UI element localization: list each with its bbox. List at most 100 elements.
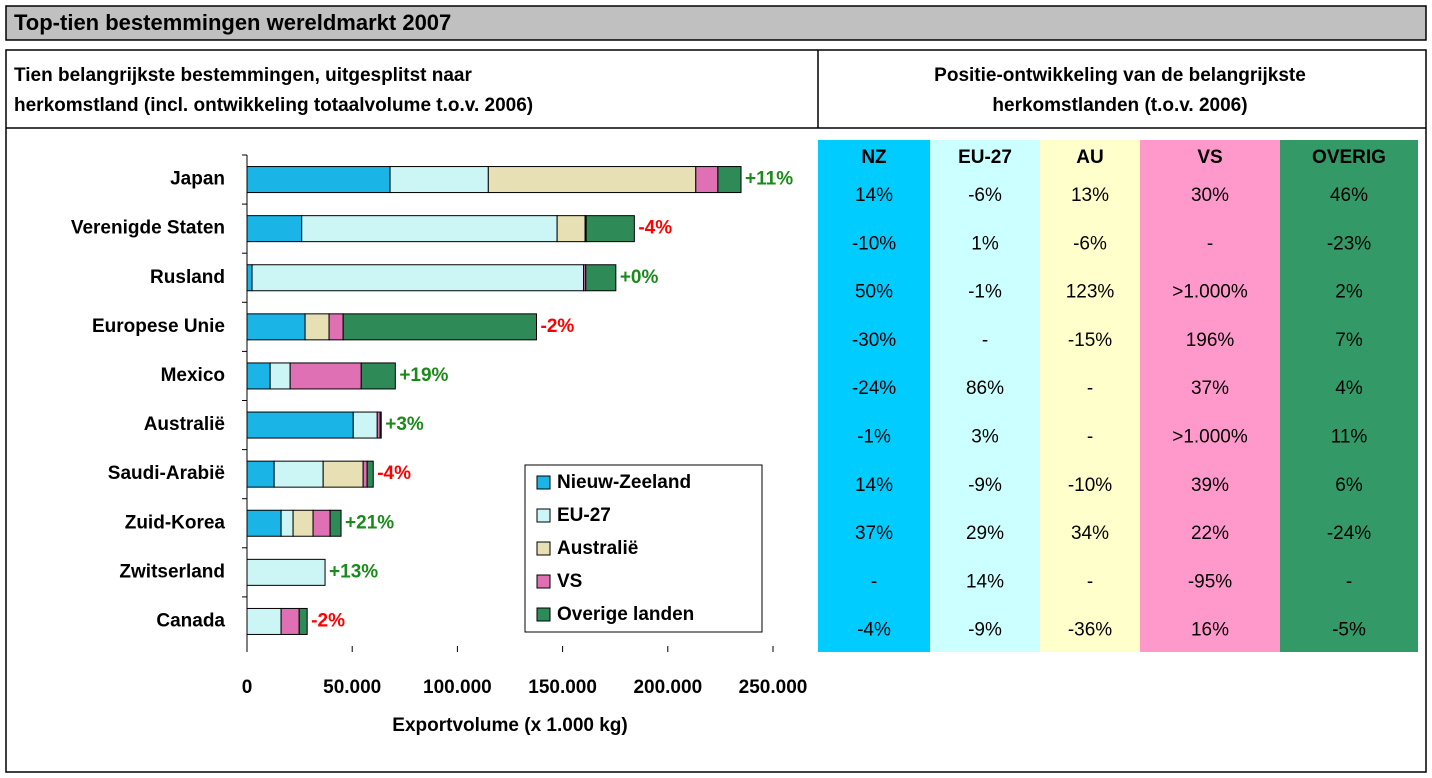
x-tick-label: 50.000 xyxy=(323,677,381,698)
right-heading: Positie-ontwikkeling van de belangrijkst… xyxy=(934,65,1306,86)
table-cell: -5% xyxy=(1332,620,1366,641)
table-cell: 37% xyxy=(855,523,893,544)
table-cell: - xyxy=(1087,427,1093,448)
table-cell: 14% xyxy=(855,185,893,206)
x-tick-label: 150.000 xyxy=(528,677,597,698)
table-cell: >1.000% xyxy=(1172,427,1248,448)
bar-segment xyxy=(280,607,300,635)
table-cell: - xyxy=(1087,571,1093,592)
main-panel xyxy=(5,49,1427,773)
bar-segment xyxy=(322,460,364,488)
legend-swatch xyxy=(536,475,551,490)
table-cell: 86% xyxy=(966,378,1004,399)
table-cell: 2% xyxy=(1335,282,1363,303)
table-cell: 14% xyxy=(966,571,1004,592)
table-cell: -15% xyxy=(1068,330,1112,351)
category-label: Zwitserland xyxy=(119,561,225,582)
table-cell: 22% xyxy=(1191,523,1229,544)
change-label: -2% xyxy=(541,316,575,337)
change-label: -4% xyxy=(377,463,411,484)
category-label: Australië xyxy=(144,414,225,435)
change-label: -2% xyxy=(311,610,345,631)
bar-segment xyxy=(298,607,308,635)
table-cell: 16% xyxy=(1191,620,1229,641)
change-label: +11% xyxy=(745,169,793,190)
table-column xyxy=(818,140,930,652)
table-cell: 50% xyxy=(855,282,893,303)
legend-box xyxy=(524,464,763,633)
bar-segment xyxy=(360,362,396,390)
table-cell: - xyxy=(1346,571,1352,592)
table-header: AU xyxy=(1076,147,1103,168)
table-cell: 1% xyxy=(971,233,999,254)
table-cell: -23% xyxy=(1327,233,1371,254)
bar-segment xyxy=(251,264,585,292)
x-tick-label: 0 xyxy=(242,677,253,698)
bar-segment xyxy=(695,166,719,194)
bar-segment xyxy=(487,166,697,194)
category-label: Saudi-Arabië xyxy=(108,463,225,484)
legend-label: VS xyxy=(557,571,582,592)
x-tick-label: 100.000 xyxy=(423,677,492,698)
table-column xyxy=(1280,140,1418,652)
table-cell: -36% xyxy=(1068,620,1112,641)
legend-swatch xyxy=(536,574,551,589)
left-heading: Tien belangrijkste bestemmingen, uitgesp… xyxy=(14,65,472,86)
legend-swatch xyxy=(536,541,551,556)
table-cell: 39% xyxy=(1191,475,1229,496)
table-cell: -1% xyxy=(968,282,1002,303)
x-axis-title: Exportvolume (x 1.000 kg) xyxy=(392,715,627,736)
table-cell: -1% xyxy=(857,427,891,448)
table-cell: 30% xyxy=(1191,185,1229,206)
bar-segment xyxy=(312,509,331,537)
bar-segment xyxy=(585,215,635,243)
table-cell: - xyxy=(871,571,877,592)
legend-swatch xyxy=(536,508,551,523)
legend-label: Overige landen xyxy=(557,604,694,625)
bar-segment xyxy=(246,509,282,537)
bar-segment xyxy=(366,460,374,488)
table-cell: -10% xyxy=(1068,475,1112,496)
table-cell: >1.000% xyxy=(1172,282,1248,303)
category-label: Mexico xyxy=(161,365,225,386)
table-cell: 46% xyxy=(1330,185,1368,206)
table-cell: 7% xyxy=(1335,330,1363,351)
right-heading: herkomstlanden (t.o.v. 2006) xyxy=(992,95,1247,116)
page-title: Top-tien bestemmingen wereldmarkt 2007 xyxy=(14,10,451,35)
table-cell: -95% xyxy=(1188,571,1232,592)
category-label: Zuid-Korea xyxy=(125,512,226,533)
table-cell: 3% xyxy=(971,427,999,448)
table-column xyxy=(1040,140,1140,652)
change-label: +0% xyxy=(620,267,659,288)
bar-segment xyxy=(246,264,253,292)
table-header: EU-27 xyxy=(958,147,1012,168)
table-column xyxy=(930,140,1040,652)
bar-segment xyxy=(246,411,354,439)
table-cell: -24% xyxy=(852,378,896,399)
table-cell: 34% xyxy=(1071,523,1109,544)
table-cell: 14% xyxy=(855,475,893,496)
bar-segment xyxy=(362,460,368,488)
table-cell: 29% xyxy=(966,523,1004,544)
table-cell: - xyxy=(1207,233,1213,254)
table-header: NZ xyxy=(861,147,887,168)
bar-segment xyxy=(273,460,324,488)
bar-segment xyxy=(717,166,742,194)
table-cell: 196% xyxy=(1186,330,1235,351)
table-cell: - xyxy=(982,330,988,351)
bar-segment xyxy=(246,362,271,390)
table-cell: 13% xyxy=(1071,185,1109,206)
category-label: Japan xyxy=(170,169,225,190)
table-cell: -9% xyxy=(968,620,1002,641)
category-label: Verenigde Staten xyxy=(71,218,225,239)
bar-segment xyxy=(292,509,314,537)
legend-swatch xyxy=(536,607,551,622)
table-cell: - xyxy=(1087,378,1093,399)
table-cell: -24% xyxy=(1327,523,1371,544)
table-header: OVERIG xyxy=(1312,147,1386,168)
table-cell: -6% xyxy=(1073,233,1107,254)
bar-segment xyxy=(246,558,326,586)
change-label: +13% xyxy=(329,561,378,582)
bar-segment xyxy=(246,607,282,635)
